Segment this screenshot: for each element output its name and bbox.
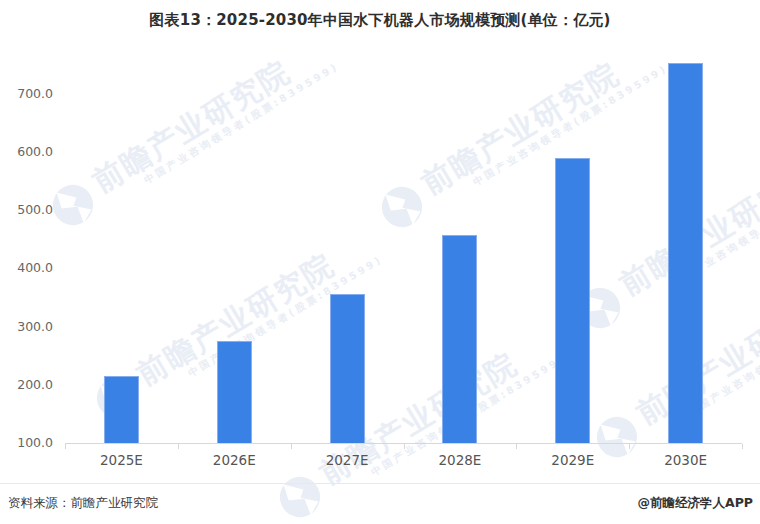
watermark-logo-icon <box>268 465 331 524</box>
watermark-text: 前瞻产业研究院中国产业咨询领导者(股票:839599) <box>416 34 669 210</box>
x-axis-tick <box>516 444 517 449</box>
bar-chart: 前瞻产业研究院中国产业咨询领导者(股票:839599)前瞻产业研究院中国产业咨询… <box>0 0 760 524</box>
x-axis-tick <box>404 444 405 449</box>
y-axis-tick-label: 100.0 <box>0 435 53 451</box>
x-axis-tick <box>65 444 66 449</box>
bar-2025E <box>104 376 139 443</box>
credit-note: @前瞻经济学人APP <box>638 495 754 512</box>
x-axis-category-label: 2027E <box>317 452 377 468</box>
y-axis-tick-label: 600.0 <box>0 144 53 160</box>
bar-2029E <box>555 158 590 443</box>
x-axis-tick <box>629 444 630 449</box>
bar-2027E <box>330 294 365 443</box>
watermark-brand-text: 前瞻产业研究院 <box>87 32 334 198</box>
y-axis-tick-label: 200.0 <box>0 377 53 393</box>
y-axis-tick-label: 700.0 <box>0 86 53 102</box>
x-axis-category-label: 2030E <box>656 452 716 468</box>
x-axis-category-label: 2026E <box>204 452 264 468</box>
watermark: 前瞻产业研究院中国产业咨询领导者(股票:839599) <box>41 31 341 236</box>
report-chart-page: 图表13：2025-2030年中国水下机器人市场规模预测(单位：亿元) 前瞻产业… <box>0 0 760 524</box>
x-axis-category-label: 2028E <box>430 452 490 468</box>
watermark: 前瞻产业研究院中国产业咨询领导者(股票:839599) <box>268 323 568 524</box>
footer-divider <box>0 483 760 484</box>
watermark-logo-icon <box>370 175 433 238</box>
x-axis-tick <box>291 444 292 449</box>
bar-2028E <box>442 235 477 443</box>
bar-2026E <box>217 341 252 443</box>
source-note: 资料来源：前瞻产业研究院 <box>8 495 158 512</box>
x-axis-tick <box>742 444 743 449</box>
x-axis-category-label: 2029E <box>543 452 603 468</box>
watermark-slogan-text: 中国产业咨询领导者(股票:839599) <box>142 60 340 185</box>
y-axis-tick-label: 400.0 <box>0 260 53 276</box>
y-axis-tick-label: 300.0 <box>0 319 53 335</box>
y-axis-tick-label: 500.0 <box>0 202 53 218</box>
watermark: 前瞻产业研究院中国产业咨询领导者(股票:839599) <box>568 134 760 339</box>
x-axis-tick <box>178 444 179 449</box>
watermark: 前瞻产业研究院中国产业咨询领导者(股票:839599) <box>370 33 670 238</box>
x-axis-category-label: 2025E <box>91 452 151 468</box>
bar-2030E <box>668 63 703 443</box>
watermark-text: 前瞻产业研究院中国产业咨询领导者(股票:839599) <box>87 32 340 208</box>
watermark-brand-text: 前瞻产业研究院 <box>416 34 663 200</box>
